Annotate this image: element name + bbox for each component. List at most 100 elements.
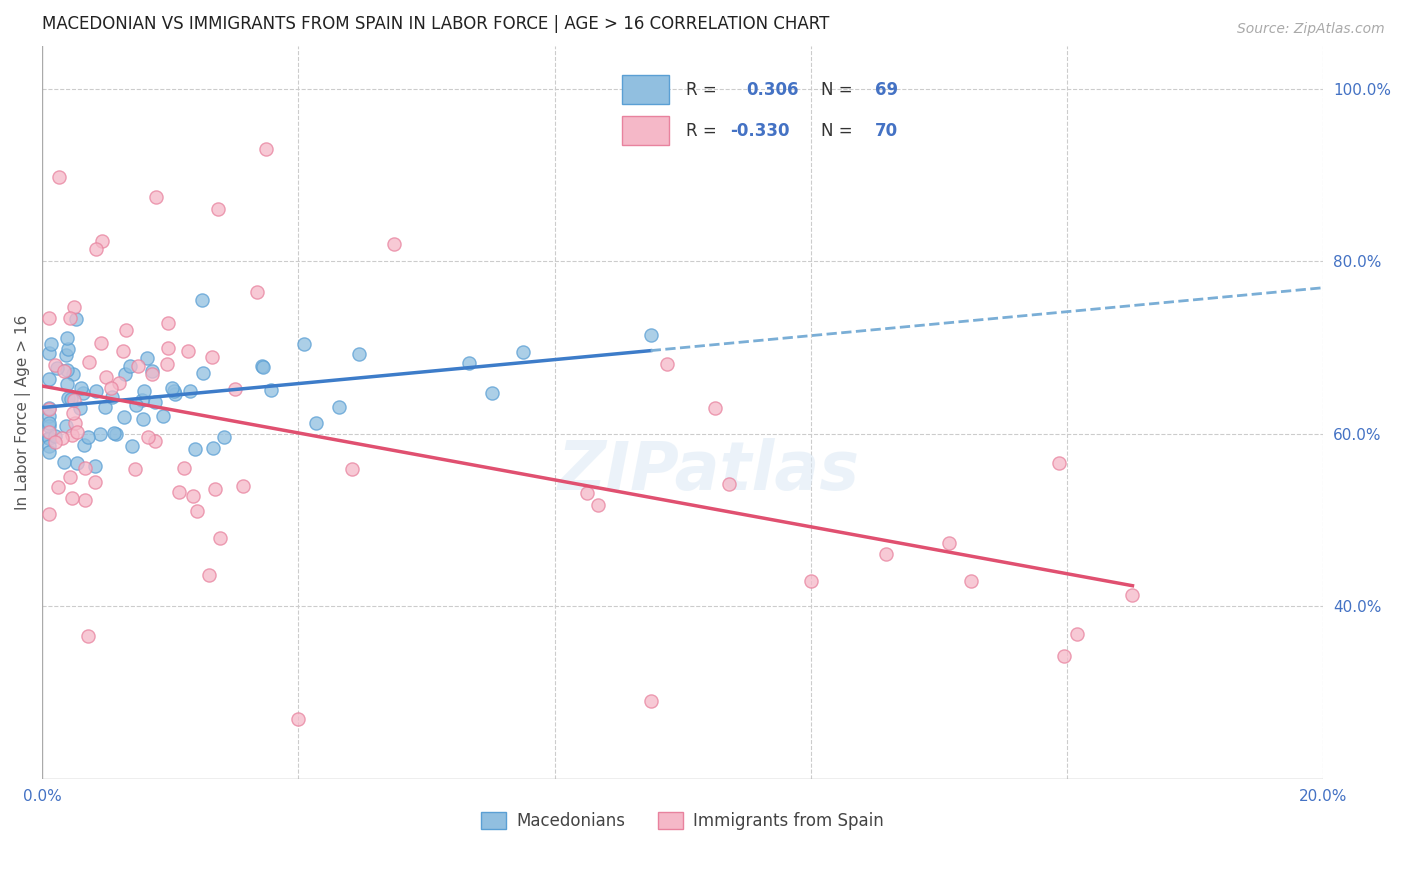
Point [125, 398, 148, 412]
Point [38, 409, 60, 424]
Point [63, 416, 86, 430]
Text: N =: N = [821, 122, 852, 140]
Bar [621, 76, 669, 104]
Point [38, 444, 60, 458]
Point [214, 430, 236, 444]
Point [51, 431, 73, 445]
Point [63, 392, 86, 407]
Point [105, 426, 128, 441]
Point [1121, 588, 1143, 602]
Point [115, 323, 138, 337]
Point [77, 629, 100, 643]
Point [162, 381, 184, 395]
Point [38, 401, 60, 416]
Point [72, 385, 94, 400]
Point [575, 485, 598, 500]
Point [246, 285, 269, 299]
Point [52, 363, 75, 377]
Point [209, 531, 232, 545]
Point [101, 390, 124, 404]
Point [224, 382, 246, 396]
Y-axis label: In Labor Force | Age > 16: In Labor Force | Age > 16 [15, 315, 31, 510]
Point [131, 411, 153, 425]
Point [100, 381, 122, 395]
Point [38, 425, 60, 439]
Point [118, 359, 141, 373]
Point [38, 432, 60, 446]
Point [640, 327, 662, 342]
Point [38, 418, 60, 433]
Point [114, 367, 136, 381]
Point [108, 376, 131, 390]
Point [39, 336, 62, 351]
Point [121, 439, 143, 453]
Point [86, 242, 108, 256]
Point [124, 461, 146, 475]
Text: -0.330: -0.330 [730, 122, 789, 140]
Point [84, 458, 107, 473]
Point [173, 461, 195, 475]
Point [156, 357, 179, 371]
Point [1053, 648, 1076, 663]
Point [135, 351, 157, 365]
Text: 0.306: 0.306 [747, 81, 799, 99]
Point [84, 475, 107, 489]
Point [38, 508, 60, 522]
Text: N =: N = [821, 81, 852, 99]
Point [143, 434, 166, 448]
Point [163, 387, 186, 401]
Point [38, 311, 60, 326]
Point [70, 381, 93, 395]
Point [157, 341, 180, 355]
Point [198, 568, 221, 582]
Point [938, 536, 960, 550]
Point [56, 331, 79, 345]
Point [60, 491, 83, 505]
Point [66, 425, 89, 440]
Point [143, 395, 166, 409]
Point [232, 479, 254, 493]
Point [62, 406, 84, 420]
Point [167, 485, 190, 500]
Point [481, 386, 503, 401]
Point [84, 384, 107, 398]
Point [145, 190, 167, 204]
Point [112, 409, 135, 424]
Bar [621, 117, 669, 145]
Point [44, 358, 66, 372]
Point [69, 401, 91, 416]
Point [657, 357, 679, 371]
Point [56, 377, 79, 392]
Point [38, 402, 60, 417]
Point [59, 392, 82, 407]
Point [457, 356, 479, 370]
Point [250, 359, 273, 374]
Point [127, 359, 149, 373]
Point [56, 362, 79, 376]
Legend: Macedonians, Immigrants from Spain: Macedonians, Immigrants from Spain [474, 805, 891, 837]
Point [384, 237, 406, 252]
Point [38, 416, 60, 430]
Point [38, 431, 60, 445]
Point [48, 169, 70, 184]
Point [186, 504, 208, 518]
Point [44, 434, 66, 449]
Point [94, 400, 117, 414]
Point [77, 355, 100, 369]
Point [62, 368, 84, 382]
Point [91, 234, 114, 248]
Point [38, 346, 60, 360]
Point [46, 480, 69, 494]
Point [184, 442, 207, 456]
Point [141, 364, 163, 378]
Point [875, 547, 897, 561]
Point [156, 316, 179, 330]
Text: MACEDONIAN VS IMMIGRANTS FROM SPAIN IN LABOR FORCE | AGE > 16 CORRELATION CHART: MACEDONIAN VS IMMIGRANTS FROM SPAIN IN L… [42, 15, 830, 33]
Point [55, 348, 77, 362]
Point [131, 393, 153, 408]
Point [94, 369, 117, 384]
Point [254, 142, 277, 156]
Point [342, 462, 364, 476]
Point [347, 347, 370, 361]
Point [1047, 456, 1070, 470]
